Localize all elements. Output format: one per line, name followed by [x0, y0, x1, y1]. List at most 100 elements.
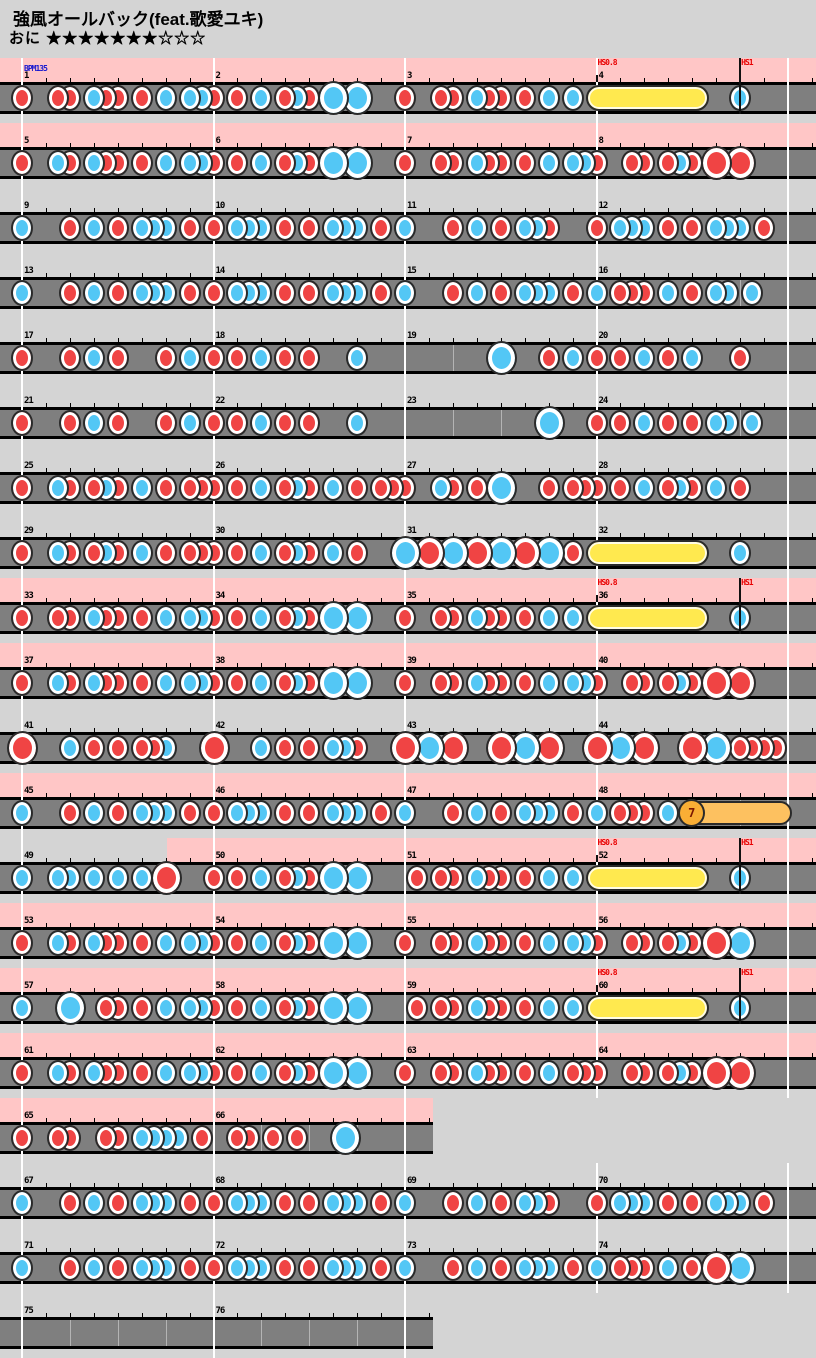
eighth-tick — [716, 1183, 718, 1187]
eighth-tick — [189, 793, 191, 797]
ka-note — [178, 85, 201, 111]
don-note — [609, 800, 632, 826]
measure-line — [787, 318, 789, 383]
eighth-tick — [93, 1118, 95, 1122]
eighth-tick — [668, 1248, 670, 1252]
eighth-tick — [237, 143, 239, 147]
measure-line — [404, 1293, 406, 1358]
don-note — [441, 800, 464, 826]
gogo-band — [0, 448, 816, 472]
eighth-tick — [285, 1183, 287, 1187]
gogo-band — [0, 1033, 816, 1057]
don-note — [58, 1190, 81, 1216]
ka-note — [226, 215, 249, 241]
eighth-tick — [357, 1248, 359, 1252]
measure-number: 12 — [598, 201, 609, 211]
don-note — [154, 540, 177, 566]
eighth-tick — [524, 143, 526, 147]
measure-number: 20 — [598, 331, 609, 341]
don-note — [753, 1190, 776, 1216]
eighth-tick — [165, 598, 167, 602]
eighth-tick — [285, 1313, 287, 1317]
don-note — [441, 215, 464, 241]
don-note — [489, 1190, 512, 1216]
chart-row: 75 76 — [0, 1293, 433, 1358]
ka-note — [394, 280, 416, 306]
eighth-tick — [69, 78, 71, 82]
don-note — [130, 85, 153, 111]
eighth-tick — [692, 1183, 694, 1187]
measure-number: 49 — [24, 851, 34, 861]
measure-number: 24 — [598, 396, 609, 406]
eighth-tick — [237, 1118, 239, 1122]
eighth-tick — [189, 143, 191, 147]
eighth-tick — [716, 793, 718, 797]
measure-number: 13 — [24, 266, 34, 276]
eighth-tick — [668, 923, 670, 927]
eighth-tick — [357, 793, 359, 797]
eighth-tick — [93, 923, 95, 927]
eighth-tick — [117, 208, 119, 212]
don-note — [226, 150, 249, 176]
taiko-chart-viewer: 強風オールバック(feat.歌愛ユキ) おに ★★★★★★★☆☆☆ 1 2 3 4 BP… — [0, 10, 816, 1358]
ka-note — [322, 475, 345, 501]
ka-note — [226, 1190, 249, 1216]
eighth-tick — [740, 143, 742, 147]
ka-note — [178, 150, 201, 176]
don-note — [11, 150, 33, 176]
ka-note — [250, 345, 273, 371]
eighth-tick — [237, 468, 239, 472]
eighth-tick — [309, 728, 311, 732]
eighth-tick — [117, 143, 119, 147]
don-note — [286, 1125, 309, 1151]
ka-note — [130, 1190, 153, 1216]
don-note — [58, 800, 81, 826]
big-don-note — [198, 731, 230, 765]
don-note — [178, 800, 201, 826]
eighth-tick — [740, 1183, 742, 1187]
don-note — [154, 475, 177, 501]
eighth-tick — [381, 923, 383, 927]
eighth-tick — [45, 728, 47, 732]
don-note — [11, 605, 33, 631]
eighth-tick — [716, 598, 718, 602]
eighth-tick — [45, 1053, 47, 1057]
measure-number: 61 — [24, 1046, 34, 1056]
eighth-tick — [381, 143, 383, 147]
measure-line — [787, 968, 789, 1033]
eighth-tick — [452, 1183, 454, 1187]
measure-number: 33 — [24, 591, 34, 601]
don-note — [298, 215, 321, 241]
don-note — [106, 280, 129, 306]
ka-note — [130, 280, 153, 306]
eighth-tick — [117, 598, 119, 602]
eighth-tick — [644, 78, 646, 82]
eighth-tick — [381, 338, 383, 342]
eighth-tick — [93, 533, 95, 537]
eighth-tick — [692, 273, 694, 277]
eighth-tick — [692, 1248, 694, 1252]
eighth-tick — [452, 858, 454, 862]
chart-row: 41 42 43 44 — [0, 708, 816, 773]
eighth-tick — [45, 663, 47, 667]
eighth-tick — [285, 468, 287, 472]
don-note — [346, 475, 369, 501]
eighth-tick — [333, 78, 335, 82]
eighth-tick — [692, 143, 694, 147]
ka-note — [537, 995, 560, 1021]
eighth-tick — [524, 1053, 526, 1057]
eighth-tick — [500, 988, 502, 992]
eighth-tick — [524, 338, 526, 342]
don-note — [405, 865, 428, 891]
eighth-tick — [117, 273, 119, 277]
eighth-tick — [428, 923, 430, 927]
big-don-note — [390, 731, 421, 765]
eighth-tick — [237, 403, 239, 407]
eighth-tick — [428, 988, 430, 992]
eighth-tick — [285, 143, 287, 147]
gogo-band — [0, 578, 816, 602]
eighth-tick — [452, 533, 454, 537]
eighth-tick — [309, 78, 311, 82]
eighth-tick — [69, 923, 71, 927]
eighth-tick — [476, 598, 478, 602]
